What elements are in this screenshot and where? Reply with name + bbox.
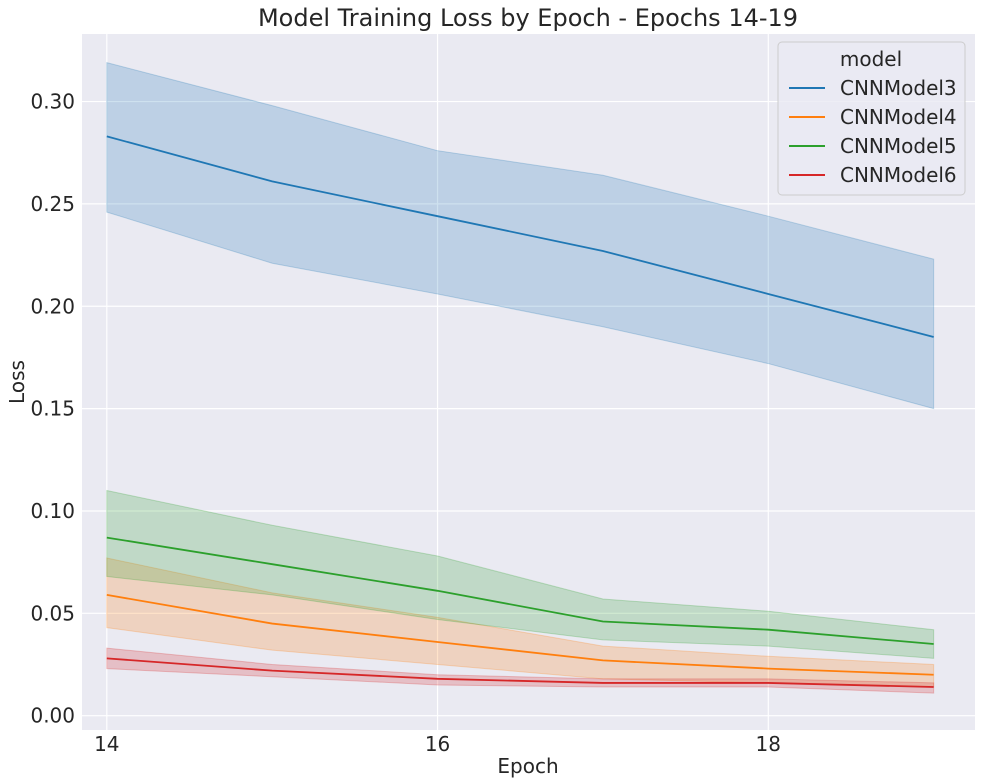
confidence-bands	[106, 62, 935, 694]
line-cnnmodel4	[106, 594, 934, 676]
band-cnnmodel5	[106, 489, 935, 659]
legend-label-cnnmodel4: CNNModel4	[840, 105, 957, 129]
series-lines	[106, 135, 934, 688]
legend: model CNNModel3 CNNModel4 CNNModel5 CNNMode…	[777, 41, 966, 196]
chart-title: Model Training Loss by Epoch - Epochs 14…	[258, 4, 798, 32]
x-tick-label: 14	[94, 732, 119, 756]
x-axis: 14 16 18	[94, 732, 781, 756]
x-tick-label: 16	[425, 732, 450, 756]
y-tick-label: 0.20	[30, 294, 75, 318]
y-tick-label: 0.00	[30, 704, 75, 728]
y-tick-label: 0.30	[30, 90, 75, 114]
legend-label-cnnmodel6: CNNModel6	[840, 163, 957, 187]
legend-box	[777, 41, 966, 196]
y-tick-label: 0.15	[30, 397, 75, 421]
x-axis-label: Epoch	[497, 754, 558, 778]
band-cnnmodel6	[106, 647, 935, 694]
y-tick-label: 0.10	[30, 499, 75, 523]
y-tick-label: 0.25	[30, 192, 75, 216]
x-tick-label: 18	[756, 732, 781, 756]
y-axis-label: Loss	[5, 360, 29, 404]
legend-label-cnnmodel3: CNNModel3	[840, 76, 957, 100]
line-cnnmodel6	[106, 657, 934, 688]
y-axis: 0.00 0.05 0.10 0.15 0.20 0.25 0.30	[30, 90, 75, 728]
band-cnnmodel3	[106, 62, 935, 410]
legend-label-cnnmodel5: CNNModel5	[840, 134, 957, 158]
line-cnnmodel5	[106, 536, 934, 645]
y-tick-label: 0.05	[30, 601, 75, 625]
legend-title: model	[840, 47, 902, 71]
line-cnnmodel3	[106, 135, 934, 338]
